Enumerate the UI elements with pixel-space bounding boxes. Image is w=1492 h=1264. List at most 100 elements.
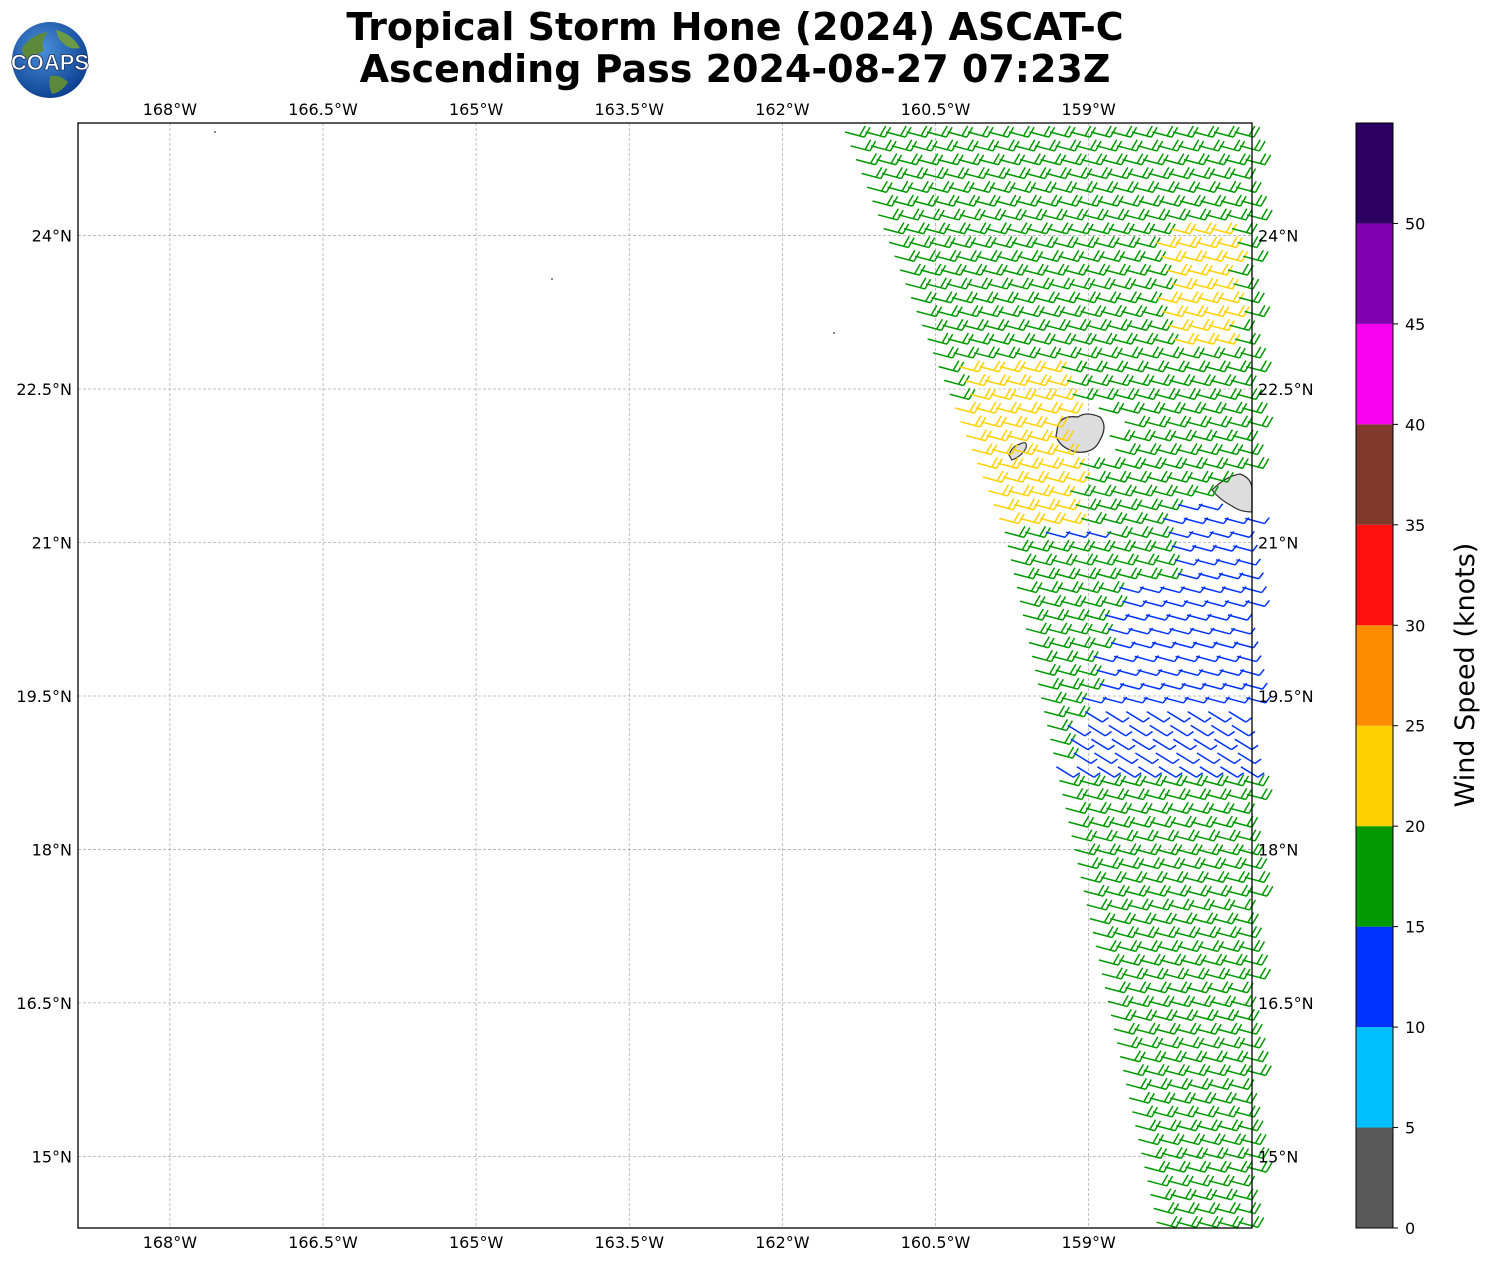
wind-barb — [1056, 766, 1081, 778]
wind-barb — [1207, 710, 1232, 723]
colorbar-segment — [1356, 1127, 1393, 1228]
colorbar-tick-label: 10 — [1405, 1018, 1425, 1037]
colorbar-tick-label: 20 — [1405, 817, 1425, 836]
wind-barb — [1245, 360, 1272, 373]
wind-barb — [1179, 766, 1204, 778]
wind-barb — [1199, 766, 1224, 778]
wind-barbs — [844, 125, 1274, 1229]
wind-barb — [1242, 249, 1269, 263]
colorbar-tick-label: 5 — [1405, 1119, 1415, 1138]
wind-barb — [1245, 599, 1271, 608]
wind-barb — [1166, 710, 1191, 723]
colorbar-segment — [1356, 725, 1393, 827]
colorbar-segment — [1356, 826, 1393, 927]
wind-barb — [1210, 724, 1235, 737]
wind-barb — [1245, 153, 1272, 166]
colorbar-segment — [1356, 223, 1393, 324]
wind-barb — [1240, 346, 1267, 359]
wind-barb — [1169, 724, 1194, 737]
wind-barb — [1227, 613, 1253, 621]
colorbar-tick-label: 50 — [1405, 214, 1425, 233]
wind-barb — [1233, 641, 1259, 649]
colorbar-segment — [1356, 123, 1393, 224]
logo-text: COAPS — [11, 50, 89, 75]
wind-barb — [1196, 752, 1221, 765]
wind-barb — [1134, 752, 1160, 765]
wind-barb — [1244, 305, 1271, 318]
wind-barb — [1228, 710, 1253, 723]
islet-dot — [551, 278, 553, 280]
colorbar-tick-label: 15 — [1405, 918, 1425, 937]
wind-barb — [1117, 766, 1142, 778]
wind-barb — [1172, 738, 1198, 751]
colorbar-segment — [1356, 424, 1393, 525]
wind-barb — [1097, 766, 1122, 778]
wind-barb — [1198, 503, 1224, 511]
wind-barb — [1245, 517, 1270, 525]
colorbar-segment — [1356, 625, 1393, 726]
wind-barb — [1234, 738, 1259, 751]
wind-barb — [1146, 710, 1171, 723]
wind-barb — [1208, 470, 1234, 483]
wind-barb — [1246, 208, 1273, 221]
wind-barb — [1087, 724, 1112, 737]
wind-barb — [1158, 766, 1183, 778]
colorbar-segment — [1356, 323, 1393, 425]
wind-barb — [1236, 655, 1262, 663]
wind-barb — [1090, 738, 1116, 751]
wind-barb — [1240, 766, 1265, 778]
colorbar-tick-label: 45 — [1405, 315, 1425, 334]
colorbar-segment — [1356, 926, 1393, 1028]
colorbar-tick-label: 25 — [1405, 717, 1425, 736]
colorbar-ticks: 0 5 10 15 20 25 30 35 40 45 50 — [1393, 214, 1425, 1238]
wind-barb — [1213, 738, 1239, 751]
wind-barb — [1246, 696, 1271, 704]
wind-barb — [1111, 738, 1136, 751]
wind-barb — [1125, 710, 1150, 723]
wind-barb — [1230, 627, 1256, 635]
wind-barb — [1239, 668, 1265, 677]
colorbar-tick-label: 35 — [1405, 516, 1425, 535]
chart-title: Tropical Storm Hone (2024) ASCAT-C Ascen… — [200, 6, 1270, 90]
wind-barb — [1149, 724, 1174, 737]
colorbar-tick-label: 30 — [1405, 616, 1425, 635]
wind-barb — [1070, 738, 1095, 751]
wind-barb — [1093, 752, 1119, 765]
wind-barb — [1076, 766, 1101, 778]
wind-barb — [1131, 738, 1157, 751]
wind-barb — [1053, 443, 1080, 456]
wind-barb — [1057, 401, 1084, 414]
wind-barb — [1247, 415, 1274, 428]
wind-barb — [1216, 752, 1242, 765]
wind-barb — [1042, 415, 1069, 428]
wind-barb — [1233, 544, 1258, 552]
wind-barb — [1237, 236, 1264, 249]
wind-barb — [1084, 710, 1109, 723]
wind-barb — [1128, 724, 1153, 737]
colorbar-label: Wind Speed (knots) — [1450, 543, 1481, 808]
wind-barb — [1105, 710, 1130, 723]
wind-barb — [1239, 139, 1266, 152]
wind-barb — [1193, 738, 1218, 751]
wind-barb — [1238, 291, 1265, 304]
colorbar-segments — [1356, 123, 1393, 1228]
wind-barb — [1242, 682, 1268, 690]
wind-barb — [1230, 167, 1257, 180]
wind-barb — [1155, 752, 1180, 765]
wind-barb — [1138, 766, 1163, 778]
wind-barb — [1073, 752, 1098, 765]
islet-dot — [214, 131, 216, 133]
wind-barb — [1239, 572, 1264, 580]
wind-barb — [1067, 724, 1092, 737]
wind-barb — [1048, 429, 1074, 442]
globe-logo-icon: COAPS — [10, 22, 90, 98]
wind-barb — [1175, 752, 1201, 765]
wind-barb — [1187, 710, 1212, 723]
wind-barb — [1193, 484, 1219, 497]
wind-barb — [1108, 724, 1133, 737]
wind-barb — [1114, 752, 1139, 765]
wind-barb — [1152, 738, 1177, 751]
title-line-1: Tropical Storm Hone (2024) ASCAT-C — [346, 5, 1124, 49]
